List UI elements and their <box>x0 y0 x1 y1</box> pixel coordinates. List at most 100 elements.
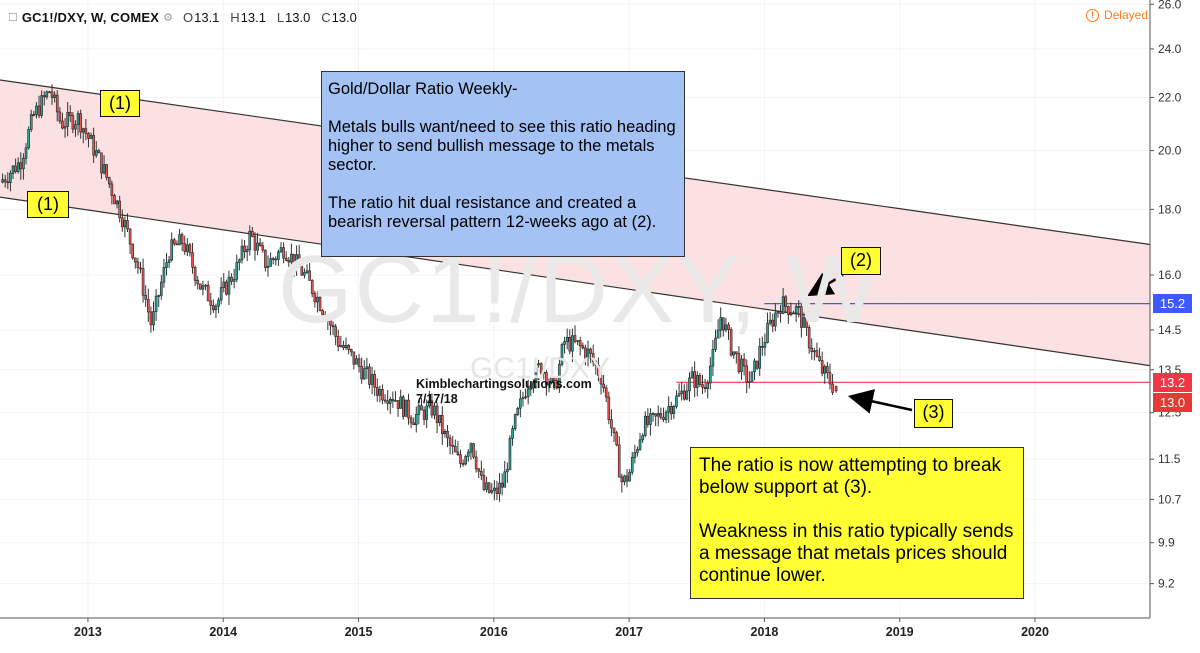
candle-body[interactable] <box>503 471 507 488</box>
candle-body[interactable] <box>391 399 395 402</box>
candle-body[interactable] <box>154 295 158 312</box>
candle-body[interactable] <box>284 257 288 261</box>
candle-body[interactable] <box>464 456 468 465</box>
candle-body[interactable] <box>214 305 218 311</box>
candle-body[interactable] <box>729 329 733 356</box>
candle-body[interactable] <box>831 383 834 393</box>
candle-body[interactable] <box>755 360 759 369</box>
candle-body[interactable] <box>11 165 15 174</box>
candle-body[interactable] <box>826 366 829 374</box>
candle-body[interactable] <box>443 430 447 435</box>
candle-body[interactable] <box>813 350 816 353</box>
candle-body[interactable] <box>19 162 23 170</box>
candle-body[interactable] <box>274 258 278 261</box>
candle-body[interactable] <box>199 283 202 290</box>
candle-body[interactable] <box>690 371 694 379</box>
candle-body[interactable] <box>16 162 20 172</box>
candle-body[interactable] <box>147 299 150 313</box>
candle-body[interactable] <box>807 327 811 349</box>
candle-body[interactable] <box>482 475 486 490</box>
candle-body[interactable] <box>188 244 192 254</box>
candle-body[interactable] <box>305 270 309 273</box>
candle-body[interactable] <box>204 284 207 287</box>
symbol-title[interactable]: GC1!/DXY, W, COMEX <box>21 9 160 25</box>
candle-body[interactable] <box>290 253 293 263</box>
candle-body[interactable] <box>529 387 533 390</box>
candle-body[interactable] <box>178 234 181 246</box>
candle-body[interactable] <box>454 445 457 453</box>
candle-body[interactable] <box>774 312 777 327</box>
candle-body[interactable] <box>342 345 345 349</box>
candle-body[interactable] <box>472 443 475 458</box>
candle-body[interactable] <box>97 150 101 154</box>
candle-body[interactable] <box>277 251 280 260</box>
candle-body[interactable] <box>94 150 98 156</box>
candle-body[interactable] <box>742 358 746 367</box>
candle-body[interactable] <box>303 272 306 276</box>
candle-body[interactable] <box>152 311 155 326</box>
candle-body[interactable] <box>61 120 64 129</box>
candle-body[interactable] <box>201 285 205 290</box>
candle-body[interactable] <box>388 399 392 404</box>
candle-body[interactable] <box>761 346 764 348</box>
candle-body[interactable] <box>133 257 137 263</box>
candle-body[interactable] <box>53 94 56 98</box>
candle-body[interactable] <box>630 457 634 473</box>
candle-body[interactable] <box>245 249 249 253</box>
candle-body[interactable] <box>485 482 488 490</box>
candle-body[interactable] <box>162 267 166 283</box>
candle-body[interactable] <box>238 259 241 263</box>
candle-body[interactable] <box>820 360 824 374</box>
candle-body[interactable] <box>646 415 650 425</box>
candle-body[interactable] <box>722 317 725 331</box>
candle-body[interactable] <box>186 244 189 252</box>
candle-body[interactable] <box>654 413 657 417</box>
candle-body[interactable] <box>542 372 546 374</box>
candle-body[interactable] <box>526 388 530 398</box>
candle-body[interactable] <box>339 345 343 347</box>
candle-body[interactable] <box>118 200 121 219</box>
candle-body[interactable] <box>693 371 696 388</box>
candle-body[interactable] <box>474 456 478 470</box>
candle-body[interactable] <box>287 260 291 263</box>
candle-body[interactable] <box>532 382 535 389</box>
candle-body[interactable] <box>102 164 106 174</box>
candle-body[interactable] <box>667 406 670 413</box>
candle-body[interactable] <box>727 324 730 330</box>
candle-body[interactable] <box>610 419 613 429</box>
candle-body[interactable] <box>149 311 153 326</box>
candle-body[interactable] <box>206 284 210 302</box>
candle-body[interactable] <box>14 165 17 172</box>
candle-body[interactable] <box>396 400 400 409</box>
candle-body[interactable] <box>321 310 324 316</box>
candle-body[interactable] <box>282 247 285 259</box>
candle-body[interactable] <box>323 314 327 322</box>
candle-body[interactable] <box>355 358 358 365</box>
candle-body[interactable] <box>818 356 821 361</box>
candle-body[interactable] <box>573 335 577 342</box>
candle-body[interactable] <box>417 405 421 415</box>
candle-body[interactable] <box>675 395 678 407</box>
candle-body[interactable] <box>763 342 767 348</box>
candle-body[interactable] <box>35 105 38 115</box>
candle-body[interactable] <box>167 259 171 264</box>
candle-body[interactable] <box>607 396 611 420</box>
candle-body[interactable] <box>42 95 46 98</box>
candle-body[interactable] <box>196 280 200 285</box>
candle-body[interactable] <box>677 393 681 397</box>
candle-body[interactable] <box>451 444 455 447</box>
candle-body[interactable] <box>430 400 434 416</box>
candle-body[interactable] <box>620 476 624 483</box>
candle-body[interactable] <box>480 470 483 476</box>
candle-body[interactable] <box>100 152 103 174</box>
candle-body[interactable] <box>716 329 720 339</box>
candle-body[interactable] <box>71 115 75 130</box>
candle-body[interactable] <box>84 128 88 134</box>
candle-body[interactable] <box>625 475 629 482</box>
candle-body[interactable] <box>3 179 7 183</box>
candle-body[interactable] <box>638 439 642 450</box>
candle-body[interactable] <box>212 305 215 311</box>
candle-body[interactable] <box>581 345 585 349</box>
candle-body[interactable] <box>404 399 408 417</box>
